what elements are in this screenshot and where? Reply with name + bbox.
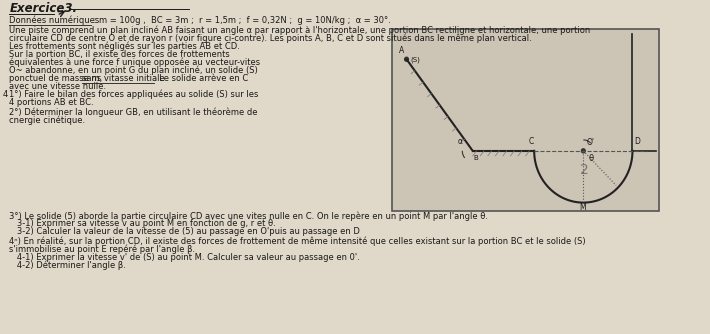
Text: 4ⁿ) En réalité, sur la portion CD, il existe des forces de frottement de même in: 4ⁿ) En réalité, sur la portion CD, il ex… — [9, 237, 586, 246]
Text: ponctuel de masse m,: ponctuel de masse m, — [9, 74, 105, 83]
Text: D: D — [634, 137, 640, 146]
Text: 2°) Déterminer la longueur GB, en utilisant le théorème de: 2°) Déterminer la longueur GB, en utilis… — [9, 108, 258, 117]
Text: : m = 100g ,  BC = 3m ;  r = 1,5m ;  f = 0,32N ;  g = 10N/kg ;  α = 30°.: : m = 100g , BC = 3m ; r = 1,5m ; f = 0,… — [91, 16, 390, 25]
Text: (S): (S) — [410, 56, 420, 63]
Text: 3-1) Exprimer sa vitesse v au point M en fonction de g, r et θ.: 3-1) Exprimer sa vitesse v au point M en… — [9, 219, 276, 228]
Text: équivalentes à une force f unique opposée au vecteur-vites: équivalentes à une force f unique opposé… — [9, 58, 261, 67]
Circle shape — [581, 149, 585, 153]
Text: Données numériques: Données numériques — [9, 16, 99, 25]
Text: s'immobilise au point E repéré par l'angle β.: s'immobilise au point E repéré par l'ang… — [9, 245, 195, 255]
Text: Une piste comprend un plan incliné AB faisant un angle α par rapport à l'horizon: Une piste comprend un plan incliné AB fa… — [9, 26, 591, 35]
Text: 1°) Faire le bilan des forces appliquées au solide (S) sur les: 1°) Faire le bilan des forces appliquées… — [9, 90, 259, 99]
Text: Les frottements sont négligés sur les parties AB et CD.: Les frottements sont négligés sur les pa… — [9, 42, 240, 51]
Text: M: M — [579, 203, 586, 211]
Text: 4-1) Exprimer la vitesse v' de (S) au point M. Calculer sa valeur au passage en : 4-1) Exprimer la vitesse v' de (S) au po… — [9, 253, 360, 262]
Text: avec une vitesse nuile.: avec une vitesse nuile. — [9, 82, 106, 91]
Text: cnergie cinétique.: cnergie cinétique. — [9, 116, 86, 125]
Circle shape — [405, 57, 408, 61]
Text: circulaire CD de centre O et de rayon r (voir figure ci-contre). Les points A, B: circulaire CD de centre O et de rayon r … — [9, 34, 532, 43]
Text: θ: θ — [589, 154, 594, 163]
Text: O~ abandonne, en un point G du plan incliné, un solide (S): O~ abandonne, en un point G du plan incl… — [9, 66, 258, 75]
Text: C: C — [528, 137, 534, 146]
Text: 2: 2 — [579, 163, 589, 177]
Text: α: α — [457, 137, 463, 146]
Text: Exercice3.: Exercice3. — [9, 2, 77, 15]
Text: 4 portions AB et BC.: 4 portions AB et BC. — [9, 98, 94, 107]
Bar — [393, 29, 659, 210]
Text: O': O' — [586, 138, 594, 147]
Text: Sur la portion BC, il existe des forces de frottements: Sur la portion BC, il existe des forces … — [9, 50, 230, 59]
Text: 4: 4 — [3, 90, 8, 99]
Text: 3-2) Calculer la valeur de la vitesse de (5) au passage en O'puis au passage en : 3-2) Calculer la valeur de la vitesse de… — [9, 227, 361, 236]
Text: sans vitasse initiale: sans vitasse initiale — [82, 74, 165, 83]
Text: A: A — [399, 46, 404, 55]
Text: 4-2) Déterminer l'angle β.: 4-2) Déterminer l'angle β. — [9, 261, 126, 270]
Text: . Le solide arrève en C: . Le solide arrève en C — [154, 74, 248, 83]
Text: 3°) Le solide (5) aborde la partie circulaire CD avec une vites nulle en C. On l: 3°) Le solide (5) aborde la partie circu… — [9, 211, 488, 220]
Text: B: B — [474, 155, 479, 161]
